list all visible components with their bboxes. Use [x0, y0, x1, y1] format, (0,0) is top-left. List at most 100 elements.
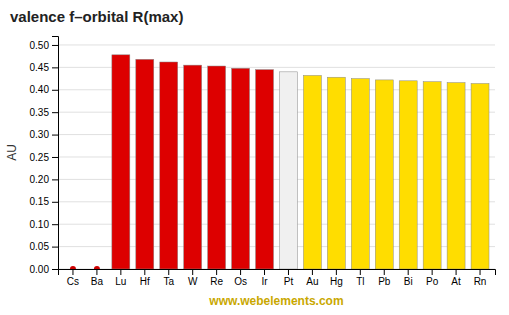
- y-tick-label: 0.10: [30, 219, 50, 230]
- bar: [232, 68, 250, 269]
- x-tick-label: Rn: [474, 276, 487, 287]
- x-tick-mark: [168, 269, 169, 275]
- y-tick: 0.40: [30, 84, 58, 95]
- x-tick: At: [451, 269, 461, 287]
- grid-line: [58, 44, 495, 45]
- y-tick: 0.25: [30, 152, 58, 163]
- x-tick: Lu: [115, 269, 126, 287]
- bar: [303, 75, 321, 269]
- y-tick-label: 0.45: [30, 62, 50, 73]
- y-axis-title: AU: [5, 144, 19, 161]
- y-tick: 0.15: [30, 196, 58, 207]
- bar: [112, 55, 130, 269]
- y-tick-label: 0.25: [30, 152, 50, 163]
- x-tick: Re: [210, 269, 223, 287]
- x-tick: Po: [426, 269, 439, 287]
- y-tick: 0.50: [30, 40, 58, 51]
- y-tick-label: 0.40: [30, 84, 50, 95]
- y-tick-mark: [52, 224, 58, 225]
- x-tick-mark: [480, 269, 481, 275]
- y-tick-mark: [52, 90, 58, 91]
- x-tick-mark: [288, 269, 289, 275]
- x-tick-mark: [144, 269, 145, 275]
- x-tick-label: Re: [210, 276, 223, 287]
- x-tick: Os: [234, 269, 247, 287]
- x-tick-label: Hf: [140, 276, 150, 287]
- x-tick-label: W: [188, 276, 198, 287]
- grid: [58, 45, 495, 269]
- x-axis: CsBaLuHfTaWReOsIrPtAuHgTlPbBiPoAtRn: [59, 269, 496, 287]
- y-tick-mark: [52, 112, 58, 113]
- x-tick: Ba: [91, 269, 104, 287]
- y-tick: 0.45: [30, 62, 58, 73]
- y-tick: 0.05: [30, 241, 58, 252]
- y-tick: 0.00: [30, 264, 58, 275]
- zero-marker: [94, 266, 100, 269]
- x-tick-mark: [120, 269, 121, 275]
- x-tick-mark: [240, 269, 241, 275]
- zero-marker: [70, 266, 76, 269]
- x-tick-mark: [216, 269, 217, 275]
- y-tick-mark: [52, 157, 58, 158]
- x-tick-mark: [96, 269, 97, 275]
- y-tick-mark: [52, 269, 58, 270]
- x-tick-label: Bi: [404, 276, 413, 287]
- chart: 0.00 0.05 0.10 0.15 0.20 0.25 0.30 0.35 0.40 0.45…: [0, 0, 509, 315]
- x-tick-label: Tl: [356, 276, 364, 287]
- bar: [447, 83, 465, 269]
- bar: [256, 70, 274, 269]
- bar: [184, 65, 202, 269]
- bar: [351, 79, 369, 269]
- x-tick: Ir: [261, 269, 268, 287]
- x-tick: Bi: [404, 269, 413, 287]
- x-tick: Pt: [284, 269, 294, 287]
- x-tick: Ta: [163, 269, 174, 287]
- x-tick-mark: [384, 269, 385, 275]
- y-tick-label: 0.00: [30, 264, 50, 275]
- x-tick-mark: [336, 269, 337, 275]
- bar: [208, 66, 226, 269]
- x-tick-mark: [264, 269, 265, 275]
- y-tick-label: 0.15: [30, 196, 50, 207]
- x-tick: Hf: [140, 269, 150, 287]
- x-tick: Tl: [356, 269, 364, 287]
- marks: [70, 55, 489, 269]
- x-tick: W: [188, 269, 198, 287]
- y-tick: 0.30: [30, 129, 58, 140]
- title: valence f–orbital R(max): [10, 8, 183, 25]
- y-tick-mark: [52, 179, 58, 180]
- x-tick-mark: [408, 269, 409, 275]
- x-tick: Rn: [474, 269, 487, 287]
- x-tick-mark: [192, 269, 193, 275]
- bar: [160, 62, 178, 269]
- y-tick-label: 0.20: [30, 174, 50, 185]
- bar: [136, 59, 154, 269]
- x-tick-label: Pt: [284, 276, 294, 287]
- x-axis-line: [59, 270, 496, 276]
- x-tick-label: Os: [234, 276, 247, 287]
- x-tick-label: Ba: [91, 276, 104, 287]
- bar: [279, 72, 297, 269]
- bar: [375, 80, 393, 269]
- x-tick-label: Cs: [67, 276, 79, 287]
- x-tick-label: Po: [426, 276, 439, 287]
- bar: [399, 81, 417, 269]
- y-tick-mark: [52, 45, 58, 46]
- x-tick-label: Pb: [378, 276, 391, 287]
- x-tick-mark: [432, 269, 433, 275]
- y-tick-label: 0.35: [30, 107, 50, 118]
- bar: [327, 77, 345, 269]
- x-tick: Pb: [378, 269, 391, 287]
- x-tick: Cs: [67, 269, 79, 287]
- bar: [471, 83, 489, 269]
- x-tick: Hg: [330, 269, 343, 287]
- plot: 0.00 0.05 0.10 0.15 0.20 0.25 0.30 0.35 0.40 0.45…: [30, 37, 496, 288]
- y-tick-mark: [52, 135, 58, 136]
- x-tick-label: Lu: [115, 276, 126, 287]
- x-tick-mark: [312, 269, 313, 275]
- x-tick-mark: [360, 269, 361, 275]
- y-tick-label: 0.05: [30, 241, 50, 252]
- y-tick-mark: [52, 67, 58, 68]
- y-tick-mark: [52, 202, 58, 203]
- y-tick-label: 0.50: [30, 40, 50, 51]
